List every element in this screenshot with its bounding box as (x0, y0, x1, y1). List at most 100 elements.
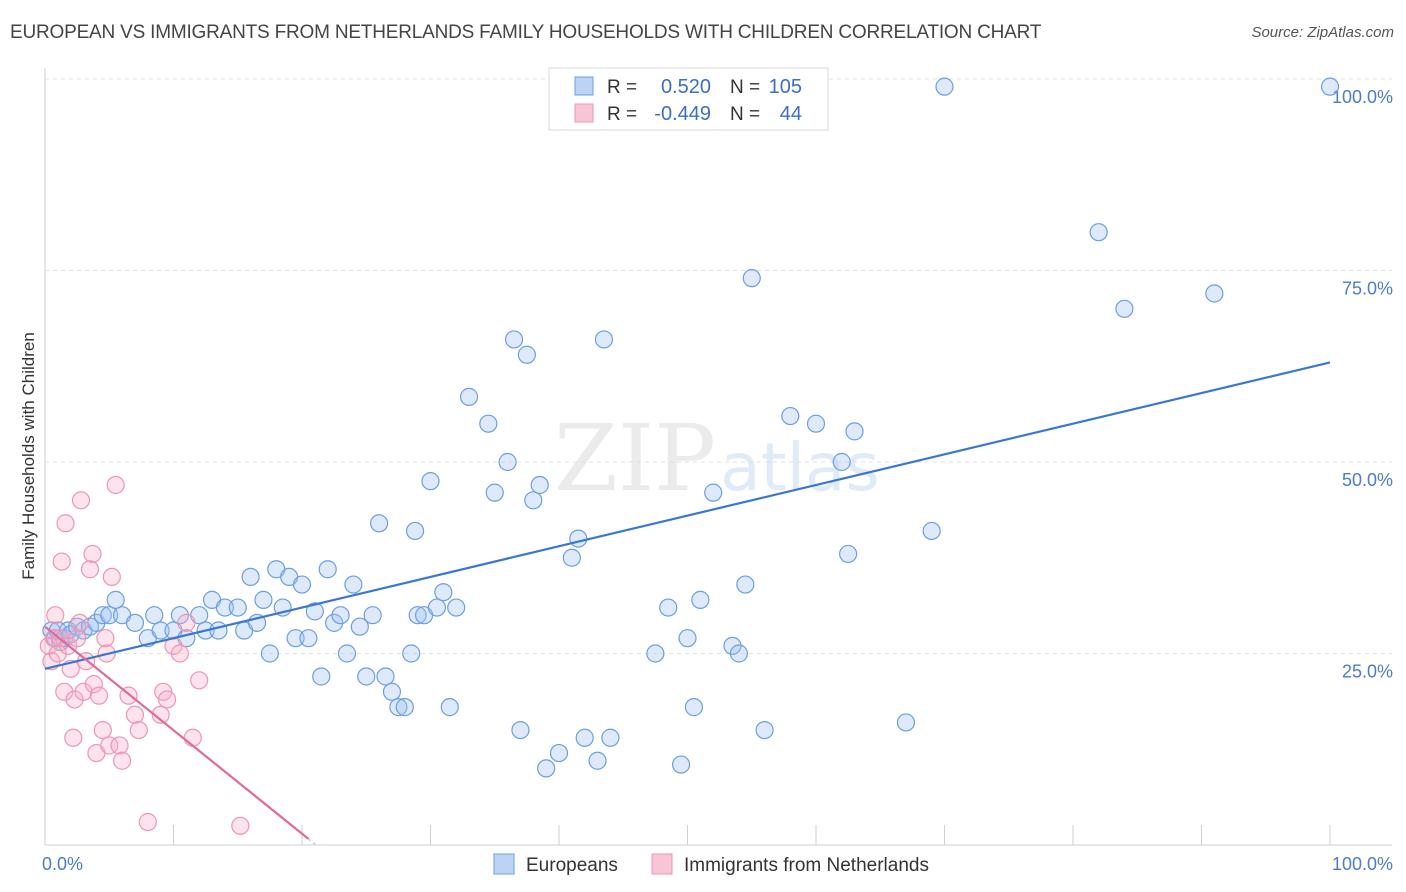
european-point-66 (498, 452, 517, 472)
european-point-15 (125, 613, 145, 632)
european-point-47 (357, 667, 376, 686)
european-point-56 (408, 606, 427, 625)
european-point-89 (736, 575, 755, 594)
netherlands-point-19 (83, 544, 102, 564)
european-point-71 (530, 475, 549, 495)
european-point-100 (1089, 223, 1108, 242)
series-legend-label-netherlands: Immigrants from Netherlands (684, 855, 929, 876)
european-point-52 (389, 698, 408, 717)
y-tick-label-0: 100.0% (1332, 87, 1393, 107)
x-tick-label-min: 0.0% (42, 854, 83, 874)
european-point-61 (440, 698, 459, 717)
european-point-103 (1320, 77, 1340, 96)
european-point-32 (260, 644, 279, 663)
european-point-48 (363, 606, 382, 625)
netherlands-point-26 (100, 736, 119, 755)
european-point-62 (447, 598, 466, 617)
legend-n-label-europeans: N = (730, 77, 760, 98)
european-point-82 (671, 755, 691, 774)
european-point-85 (691, 590, 710, 609)
netherlands-point-13 (68, 629, 87, 648)
european-point-58 (421, 472, 440, 491)
y-tick-label-3: 25.0% (1342, 662, 1393, 682)
european-point-97 (896, 713, 916, 732)
european-point-94 (832, 452, 851, 472)
european-point-72 (537, 759, 556, 778)
netherlands-point-32 (125, 705, 145, 724)
netherlands-point-23 (93, 720, 112, 740)
european-point-27 (228, 598, 247, 617)
y-axis-label: Family Households with Children (19, 332, 38, 580)
legend-n-value-netherlands: 44 (780, 103, 802, 125)
legend-box (548, 67, 829, 131)
legend-swatch-netherlands (574, 103, 594, 123)
netherlands-point-16 (74, 682, 93, 701)
european-point-92 (781, 406, 800, 426)
european-point-45 (344, 575, 363, 594)
netherlands-point-18 (80, 560, 100, 579)
european-point-46 (350, 617, 369, 636)
netherlands-point-11 (64, 728, 83, 747)
european-point-13 (106, 590, 125, 609)
european-point-65 (485, 483, 504, 502)
trend-line-netherlands (44, 625, 310, 840)
netherlands-point-37 (157, 690, 177, 709)
legend-swatch-europeans (574, 76, 594, 96)
european-point-63 (459, 387, 479, 406)
series-legend-swatch-europeans (493, 853, 515, 875)
netherlands-point-30 (112, 751, 132, 770)
european-point-102 (1205, 284, 1224, 303)
netherlands-point-43 (231, 816, 250, 835)
european-point-78 (594, 330, 614, 349)
european-point-12 (100, 606, 119, 625)
european-point-95 (839, 544, 858, 564)
watermark-zip: ZIP (554, 405, 716, 512)
netherlands-point-2 (44, 629, 64, 648)
watermark: ZIP atlas (554, 405, 880, 512)
trend-line-european (44, 361, 1331, 670)
european-point-36 (286, 629, 305, 648)
european-point-88 (729, 644, 749, 663)
european-point-25 (209, 621, 228, 640)
series-netherlands (39, 475, 250, 835)
european-point-64 (479, 414, 498, 433)
netherlands-point-34 (138, 812, 157, 832)
european-point-67 (504, 330, 524, 349)
european-point-73 (549, 743, 569, 763)
netherlands-point-27 (102, 567, 121, 587)
european-point-40 (312, 667, 331, 686)
european-point-86 (704, 483, 723, 502)
european-point-83 (678, 629, 697, 648)
netherlands-point-22 (89, 686, 109, 705)
european-point-76 (575, 728, 594, 747)
european-point-59 (427, 598, 447, 617)
source-label: Source: ZipAtlas.com (1251, 24, 1394, 41)
european-point-96 (845, 422, 864, 441)
series-europeans (42, 77, 1340, 778)
european-point-90 (742, 269, 761, 288)
trend-lines (44, 361, 1331, 846)
netherlands-point-33 (129, 720, 148, 740)
european-point-54 (402, 644, 421, 663)
series-legend: Europeans Immigrants from Netherlands (493, 853, 929, 876)
european-point-69 (517, 345, 536, 364)
european-point-41 (318, 560, 337, 579)
netherlands-point-7 (55, 682, 74, 701)
series-legend-label-europeans: Europeans (526, 855, 618, 876)
watermark-atlas: atlas (720, 429, 880, 506)
european-point-79 (601, 728, 620, 747)
european-point-44 (337, 644, 357, 663)
european-point-77 (588, 751, 607, 770)
y-tick-label-2: 50.0% (1342, 470, 1393, 490)
axes (44, 68, 1392, 846)
netherlands-point-29 (110, 736, 129, 755)
netherlands-point-6 (52, 552, 71, 571)
legend-n-label-netherlands: N = (730, 104, 760, 125)
netherlands-point-40 (177, 613, 196, 632)
european-point-39 (305, 602, 324, 621)
european-point-74 (562, 548, 581, 567)
european-point-81 (659, 598, 678, 617)
legend-r-label-europeans: R = (607, 77, 637, 98)
netherlands-point-4 (48, 644, 67, 663)
